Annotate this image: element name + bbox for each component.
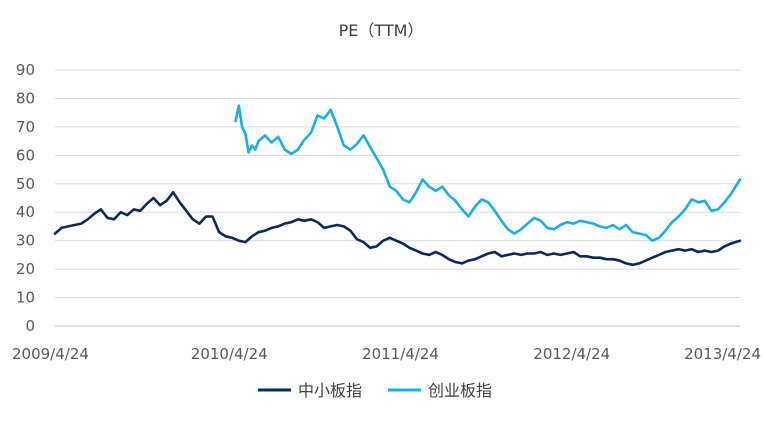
y-tick-label: 0 <box>25 317 35 335</box>
x-tick-label: 2012/4/24 <box>533 345 610 363</box>
y-tick-label: 30 <box>16 232 35 250</box>
y-tick-label: 90 <box>16 61 35 79</box>
y-tick-label: 60 <box>16 146 35 164</box>
legend-label-0: 中小板指 <box>298 381 362 400</box>
y-tick-label: 50 <box>16 175 35 193</box>
x-tick-label: 2010/4/24 <box>191 345 268 363</box>
series-line-0 <box>53 191 742 267</box>
legend-label-1: 创业板指 <box>428 381 492 400</box>
legend: 中小板指 创业板指 <box>258 381 492 400</box>
y-tick-label: 40 <box>16 203 35 221</box>
x-tick-label: 2013/4/24 <box>684 345 761 363</box>
series-lines <box>53 104 742 267</box>
y-tick-label: 80 <box>16 89 35 107</box>
x-tick-label: 2011/4/24 <box>362 345 439 363</box>
gridlines <box>55 69 740 299</box>
y-tick-label: 70 <box>16 118 35 136</box>
x-axis: 2009/4/24 2010/4/24 2011/4/24 2012/4/24 2013… <box>12 325 761 363</box>
x-tick-label: 2009/4/24 <box>12 345 89 363</box>
y-axis-tick-labels: 0 10 20 30 40 50 60 70 80 90 <box>16 61 35 335</box>
chart-title: PE（TTM） <box>339 21 424 40</box>
series-line-1 <box>234 104 742 242</box>
y-tick-label: 20 <box>16 260 35 278</box>
y-tick-label: 10 <box>16 289 35 307</box>
